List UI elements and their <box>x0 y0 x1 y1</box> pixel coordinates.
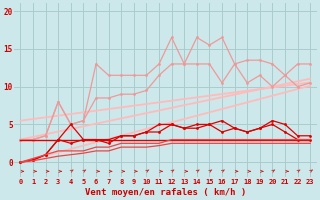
X-axis label: Vent moyen/en rafales ( km/h ): Vent moyen/en rafales ( km/h ) <box>85 188 246 197</box>
